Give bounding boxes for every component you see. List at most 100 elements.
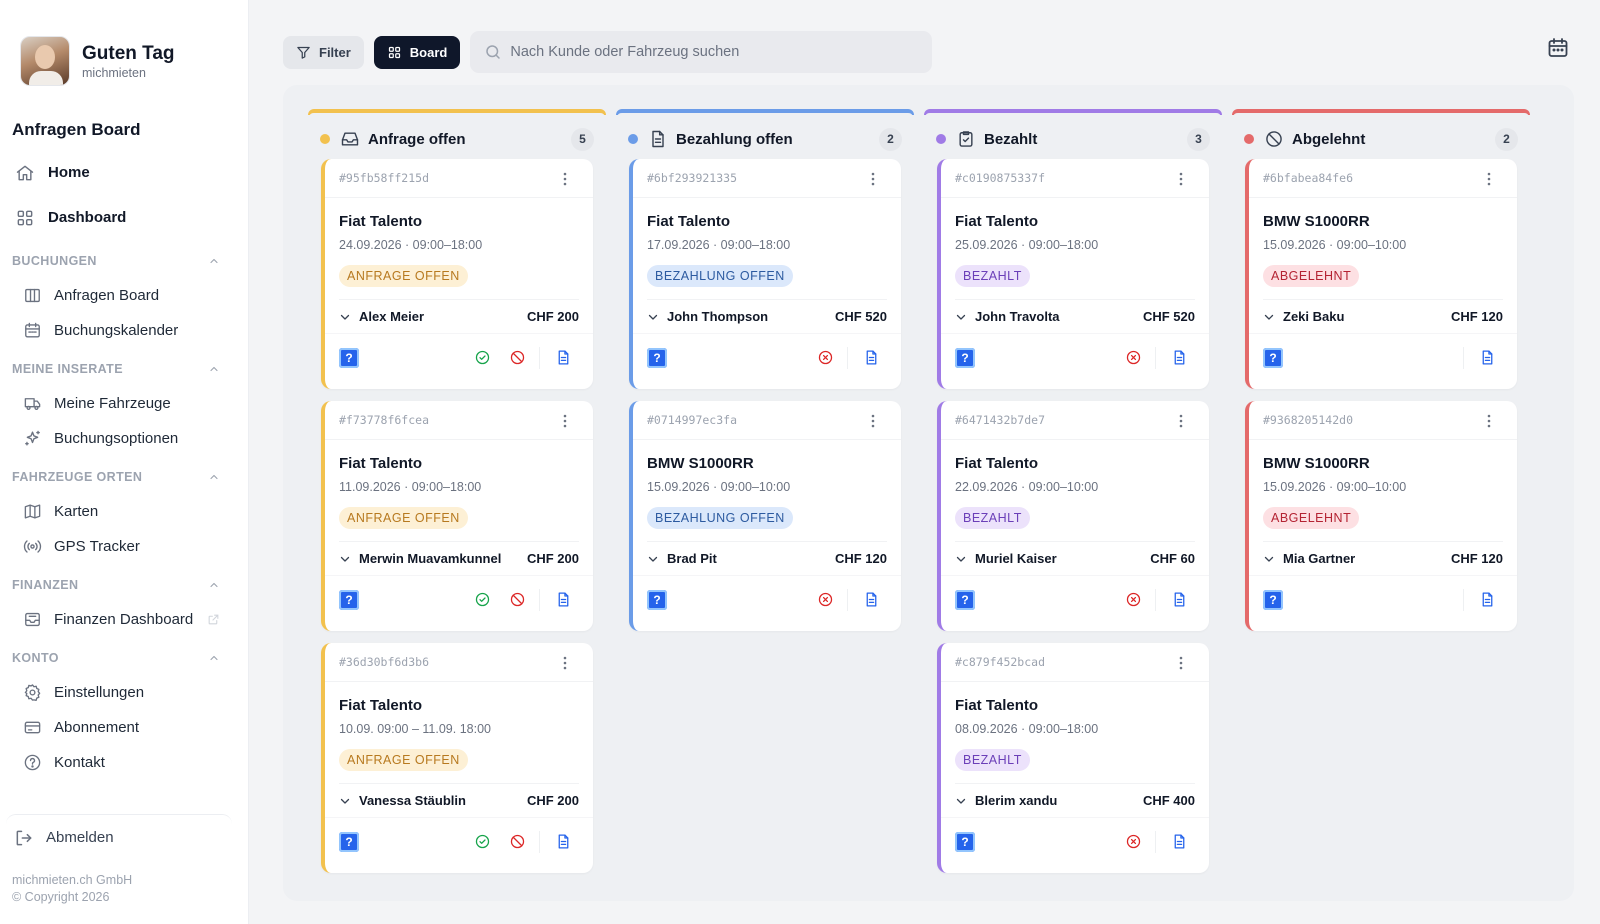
reject-icon[interactable] (509, 349, 526, 366)
sidebar-item-meine-fahrzeuge[interactable]: Meine Fahrzeuge (12, 386, 236, 421)
divider (847, 347, 848, 369)
booking-card[interactable]: #c879f452bcad Fiat Talento 08.09.2026 · 09… (937, 643, 1209, 873)
more-options-icon[interactable] (1175, 413, 1187, 429)
help-icon[interactable]: ? (339, 832, 359, 852)
booking-id: #6471432b7de7 (955, 413, 1046, 427)
sidebar-item-buchungsoptionen[interactable]: Buchungsoptionen (12, 421, 236, 456)
cancel-icon[interactable] (1125, 591, 1142, 608)
customer-toggle[interactable]: Blerim xandu (955, 793, 1057, 808)
sidebar-item-buchungskalender[interactable]: Buchungskalender (12, 313, 236, 348)
sidebar-item-home[interactable]: Home (12, 150, 236, 195)
logout-icon (16, 830, 32, 845)
status-badge: ANFRAGE OFFEN (339, 749, 468, 771)
customer-toggle[interactable]: John Travolta (955, 309, 1060, 324)
booking-card[interactable]: #95fb58ff215d Fiat Talento 24.09.2026 · 09… (321, 159, 593, 389)
search-input[interactable] (510, 44, 911, 60)
booking-card[interactable]: #36d30bf6d3b6 Fiat Talento 10.09. 09:00 – … (321, 643, 593, 873)
logout-button[interactable]: Abmelden (6, 814, 232, 860)
help-icon[interactable]: ? (1263, 590, 1283, 610)
help-icon[interactable]: ? (955, 832, 975, 852)
accept-icon[interactable] (474, 833, 491, 850)
document-icon[interactable] (1479, 591, 1496, 608)
more-options-icon[interactable] (867, 413, 879, 429)
more-options-icon[interactable] (559, 171, 571, 187)
help-icon[interactable]: ? (647, 590, 667, 610)
accept-icon[interactable] (474, 349, 491, 366)
divider (1463, 347, 1464, 369)
help-icon[interactable]: ? (339, 348, 359, 368)
booking-card[interactable]: #9368205142d0 BMW S1000RR 15.09.2026 · 09:… (1245, 401, 1517, 631)
sidebar-item-anfragen-board[interactable]: Anfragen Board (12, 278, 236, 313)
accept-icon[interactable] (474, 591, 491, 608)
booking-price: CHF 120 (1450, 309, 1503, 324)
more-options-icon[interactable] (1175, 655, 1187, 671)
document-icon[interactable] (1171, 833, 1188, 850)
document-icon[interactable] (1171, 591, 1188, 608)
booking-card[interactable]: #c0190875337f Fiat Talento 25.09.2026 · 09… (937, 159, 1209, 389)
sidebar-item-kontakt[interactable]: Kontakt (12, 745, 236, 780)
board-view-button[interactable]: Board (373, 35, 461, 69)
help-icon[interactable]: ? (1263, 348, 1283, 368)
document-icon[interactable] (863, 349, 880, 366)
customer-toggle[interactable]: Vanessa Stäublin (339, 793, 466, 808)
reject-icon[interactable] (509, 591, 526, 608)
booking-card[interactable]: #6471432b7de7 Fiat Talento 22.09.2026 · 09… (937, 401, 1209, 631)
divider (539, 347, 540, 369)
filter-button[interactable]: Filter (283, 35, 364, 69)
sidebar-section-header[interactable]: FAHRZEUGE ORTEN (12, 460, 236, 494)
cancel-icon[interactable] (817, 349, 834, 366)
customer-toggle[interactable]: John Thompson (647, 309, 768, 324)
booking-card[interactable]: #6bfabea84fe6 BMW S1000RR 15.09.2026 · 09:… (1245, 159, 1517, 389)
document-icon[interactable] (1479, 349, 1496, 366)
document-icon[interactable] (863, 591, 880, 608)
help-icon[interactable]: ? (647, 348, 667, 368)
sidebar-item-finanzen-dashboard[interactable]: Finanzen Dashboard (12, 602, 236, 637)
more-options-icon[interactable] (559, 655, 571, 671)
cancel-icon[interactable] (1125, 349, 1142, 366)
customer-toggle[interactable]: Brad Pit (647, 551, 717, 566)
help-icon[interactable]: ? (955, 348, 975, 368)
chevron-up-icon[interactable] (208, 363, 220, 375)
calendar-icon[interactable] (1546, 36, 1570, 60)
customer-toggle[interactable]: Mia Gartner (1263, 551, 1355, 566)
sidebar-item-dashboard[interactable]: Dashboard (12, 195, 236, 240)
document-icon[interactable] (555, 349, 572, 366)
divider (941, 575, 1209, 576)
help-icon[interactable]: ? (955, 590, 975, 610)
cancel-icon[interactable] (817, 591, 834, 608)
more-options-icon[interactable] (1483, 413, 1495, 429)
document-icon[interactable] (555, 591, 572, 608)
booking-card[interactable]: #f73778f6fcea Fiat Talento 11.09.2026 · 09… (321, 401, 593, 631)
sidebar-item-abonnement[interactable]: Abonnement (12, 710, 236, 745)
chevron-up-icon[interactable] (208, 471, 220, 483)
sidebar-item-karten[interactable]: Karten (12, 494, 236, 529)
chevron-up-icon[interactable] (208, 579, 220, 591)
user-profile[interactable]: Guten Tag michmieten (12, 36, 236, 86)
chevron-up-icon[interactable] (208, 255, 220, 267)
sidebar-item-einstellungen[interactable]: Einstellungen (12, 675, 236, 710)
status-dot (936, 134, 946, 144)
more-options-icon[interactable] (867, 171, 879, 187)
sidebar-section-header[interactable]: BUCHUNGEN (12, 244, 236, 278)
customer-toggle[interactable]: Alex Meier (339, 309, 424, 324)
help-icon[interactable]: ? (339, 590, 359, 610)
sidebar-section-header[interactable]: KONTO (12, 641, 236, 675)
document-icon[interactable] (1171, 349, 1188, 366)
sidebar-section-header[interactable]: FINANZEN (12, 568, 236, 602)
reject-icon[interactable] (509, 833, 526, 850)
more-options-icon[interactable] (1483, 171, 1495, 187)
customer-toggle[interactable]: Muriel Kaiser (955, 551, 1057, 566)
sidebar-section-header[interactable]: MEINE INSERATE (12, 352, 236, 386)
cancel-icon[interactable] (1125, 833, 1142, 850)
more-options-icon[interactable] (1175, 171, 1187, 187)
booking-card[interactable]: #6bf293921335 Fiat Talento 17.09.2026 · 09… (629, 159, 901, 389)
document-icon[interactable] (555, 833, 572, 850)
more-options-icon[interactable] (559, 413, 571, 429)
customer-toggle[interactable]: Merwin Muavamkunnel (339, 551, 501, 566)
booking-card[interactable]: #0714997ec3fa BMW S1000RR 15.09.2026 · 09:… (629, 401, 901, 631)
booking-id: #36d30bf6d3b6 (339, 655, 430, 669)
customer-toggle[interactable]: Zeki Baku (1263, 309, 1344, 324)
sidebar-item-gps-tracker[interactable]: GPS Tracker (12, 529, 236, 564)
chevron-up-icon[interactable] (208, 652, 220, 664)
